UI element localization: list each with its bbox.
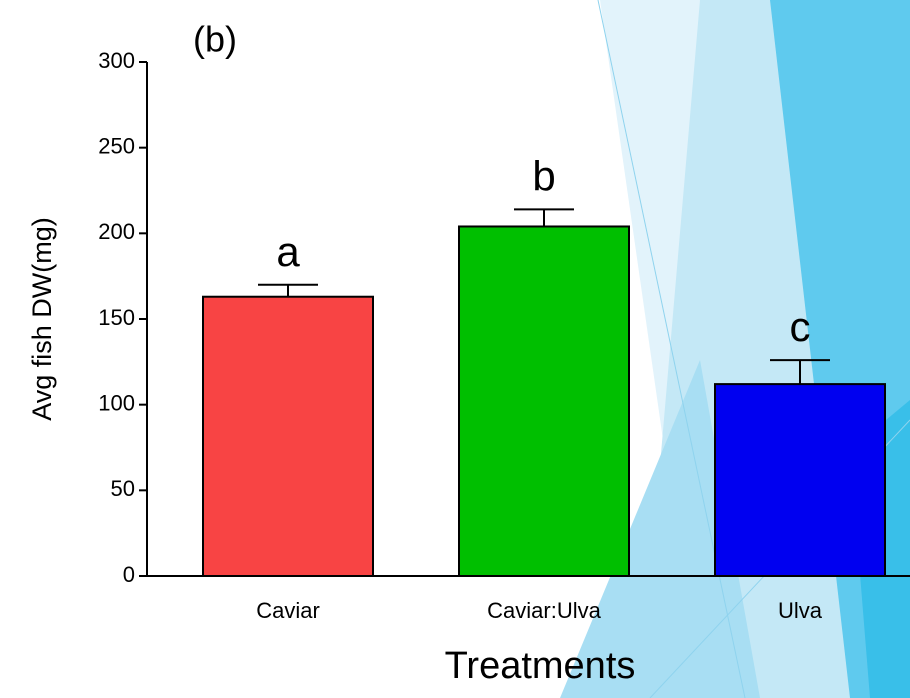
- y-tick-label: 0: [123, 562, 135, 587]
- x-axis-label: Treatments: [445, 645, 636, 687]
- significance-letter: b: [532, 152, 555, 199]
- panel-label: (b): [193, 19, 237, 60]
- bar: [203, 297, 373, 576]
- y-tick-label: 150: [98, 305, 135, 330]
- y-tick-label: 200: [98, 219, 135, 244]
- x-tick-label: Caviar:Ulva: [487, 598, 601, 623]
- x-tick-label: Ulva: [778, 598, 823, 623]
- bar: [459, 226, 629, 576]
- y-tick-label: 300: [98, 48, 135, 73]
- bar: [715, 384, 885, 576]
- y-axis-label: Avg fish DW(mg): [27, 217, 57, 421]
- y-tick-label: 50: [111, 476, 135, 501]
- x-tick-label: Caviar: [256, 598, 320, 623]
- chart: (b) Avg fish DW(mg) Treatments 0 50 100 150…: [0, 0, 910, 698]
- y-tick-label: 100: [98, 390, 135, 415]
- significance-letter: c: [790, 303, 811, 350]
- significance-letter: a: [276, 228, 300, 275]
- y-tick-label: 250: [98, 133, 135, 158]
